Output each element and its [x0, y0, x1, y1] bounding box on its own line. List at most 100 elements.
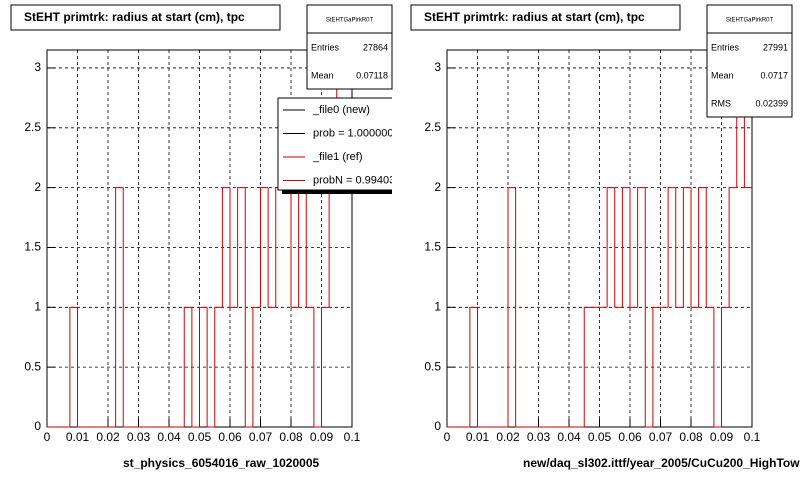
y-tick-label: 1	[34, 299, 41, 313]
y-tick-label: 0	[434, 419, 441, 433]
histogram-bin	[690, 187, 699, 308]
histogram-bin	[237, 187, 246, 308]
histogram-bin	[321, 306, 330, 427]
stats-title: StEHTGaPlrkR0T	[726, 18, 774, 24]
x-tick-label: 0.07	[249, 430, 273, 444]
legend-label: probN = 0.99403	[313, 174, 395, 186]
histogram-bin	[267, 187, 276, 308]
histogram-bin	[675, 187, 684, 308]
stats-title: StEHTGaPlrkR0T	[326, 18, 374, 24]
histogram-bin	[583, 306, 592, 427]
histogram-bin	[77, 307, 86, 428]
histogram-bin	[214, 306, 223, 427]
histogram-bin	[469, 306, 478, 427]
histogram-bin	[252, 306, 261, 427]
stats-value: 27991	[763, 42, 788, 52]
histogram-bin	[507, 187, 516, 427]
y-tick-label: 2.5	[424, 120, 441, 134]
legend-label: _file0 (new)	[312, 104, 370, 116]
legend-label: _file1 (ref)	[312, 151, 363, 163]
panel: 0 0.5 1 1.5 2 2.5 3 0 0.01 0.02 0.03 0.04 0.05 0.06 0.…	[410, 4, 800, 470]
histogram-bin	[260, 187, 269, 308]
histogram-bin	[206, 307, 215, 428]
chart-title: StEHT primtrk: radius at start (cm), tpc	[24, 10, 245, 24]
x-tick-label: 0.08	[679, 430, 703, 444]
histogram-bin	[614, 187, 623, 308]
x-tick-label: 0.01	[66, 430, 90, 444]
stats-box	[706, 4, 793, 118]
histogram-bin	[290, 187, 299, 308]
x-tick-label: 0.06	[218, 430, 242, 444]
panel: 0 0.5 1 1.5 2 2.5 3 0 0.01 0.02 0.03 0.04 0.05 0.06 0.…	[10, 4, 395, 470]
histogram-bin	[305, 187, 314, 308]
histogram-bin	[705, 187, 714, 308]
histogram-bin	[728, 187, 737, 308]
histogram-bin	[183, 306, 192, 427]
histogram-bin	[229, 187, 238, 308]
title-box	[10, 4, 281, 31]
y-tick-label: 3	[434, 60, 441, 74]
stats-key: Mean	[311, 70, 334, 80]
x-tick-label: 0.08	[279, 430, 303, 444]
histogram-bin	[313, 307, 322, 428]
y-tick-label: 1.5	[424, 240, 441, 254]
y-tick-label: 0.5	[24, 359, 41, 373]
x-axis-label: st_physics_6054016_raw_1020005	[123, 456, 319, 470]
x-tick-label: 0.09	[310, 430, 334, 444]
histogram-bin	[667, 187, 676, 308]
legend-label: prob = 1.000000	[313, 127, 393, 139]
histogram-bin	[713, 307, 722, 428]
y-tick-label: 0.5	[424, 359, 441, 373]
x-tick-label: 0	[444, 430, 451, 444]
stats-value: 27864	[363, 42, 388, 52]
x-tick-label: 0.05	[188, 430, 212, 444]
stats-box	[306, 4, 393, 90]
x-tick-label: 0.07	[649, 430, 673, 444]
histogram-bin	[698, 187, 707, 308]
histogram-bin	[115, 187, 124, 427]
title-box	[410, 4, 681, 31]
legend-box	[277, 97, 392, 191]
stats-key: RMS	[711, 98, 731, 108]
histogram-bin	[629, 187, 638, 308]
x-tick-label: 0.04	[157, 430, 181, 444]
y-tick-label: 2.5	[24, 120, 41, 134]
y-tick-label: 2	[34, 180, 41, 194]
stats-value: 0.02399	[755, 98, 788, 108]
legend: _file0 (new) prob = 1.000000 _file1 (ref) p…	[277, 97, 395, 194]
histogram-bin	[221, 187, 230, 308]
y-tick-label: 1	[434, 299, 441, 313]
x-tick-label: 0.03	[527, 430, 551, 444]
x-tick-label: 0.09	[710, 430, 734, 444]
histogram-bin	[652, 306, 661, 427]
stats-value: 0.0717	[760, 70, 788, 80]
histogram-bin	[721, 306, 730, 427]
chart-title: StEHT primtrk: radius at start (cm), tpc	[424, 10, 645, 24]
y-tick-label: 3	[34, 60, 41, 74]
x-tick-label: 0.04	[557, 430, 581, 444]
histogram-bin	[606, 187, 615, 308]
histogram-bin	[122, 187, 131, 428]
x-tick-label: 0	[44, 430, 51, 444]
x-tick-label: 0.05	[588, 430, 612, 444]
histogram-bin	[644, 187, 653, 428]
x-tick-label: 0.03	[127, 430, 151, 444]
x-tick-label: 0.06	[618, 430, 642, 444]
x-tick-label: 0.1	[344, 430, 361, 444]
stats-key: Entries	[711, 42, 740, 52]
histogram-bin	[682, 187, 691, 308]
y-tick-label: 1.5	[24, 240, 41, 254]
histogram-bin	[637, 187, 646, 308]
x-tick-label: 0.01	[466, 430, 490, 444]
x-tick-label: 0.02	[496, 430, 520, 444]
x-axis-label: new/daq_sl302.ittf/year_2005/CuCu200_Hig…	[523, 456, 800, 470]
histogram-bin	[477, 307, 486, 428]
y-tick-label: 2	[434, 180, 441, 194]
histogram-bin	[621, 187, 630, 308]
x-tick-label: 0.1	[744, 430, 761, 444]
x-tick-label: 0.02	[96, 430, 120, 444]
histogram-bin	[244, 187, 253, 428]
y-tick-label: 0	[34, 419, 41, 433]
histogram-bin	[515, 187, 524, 428]
